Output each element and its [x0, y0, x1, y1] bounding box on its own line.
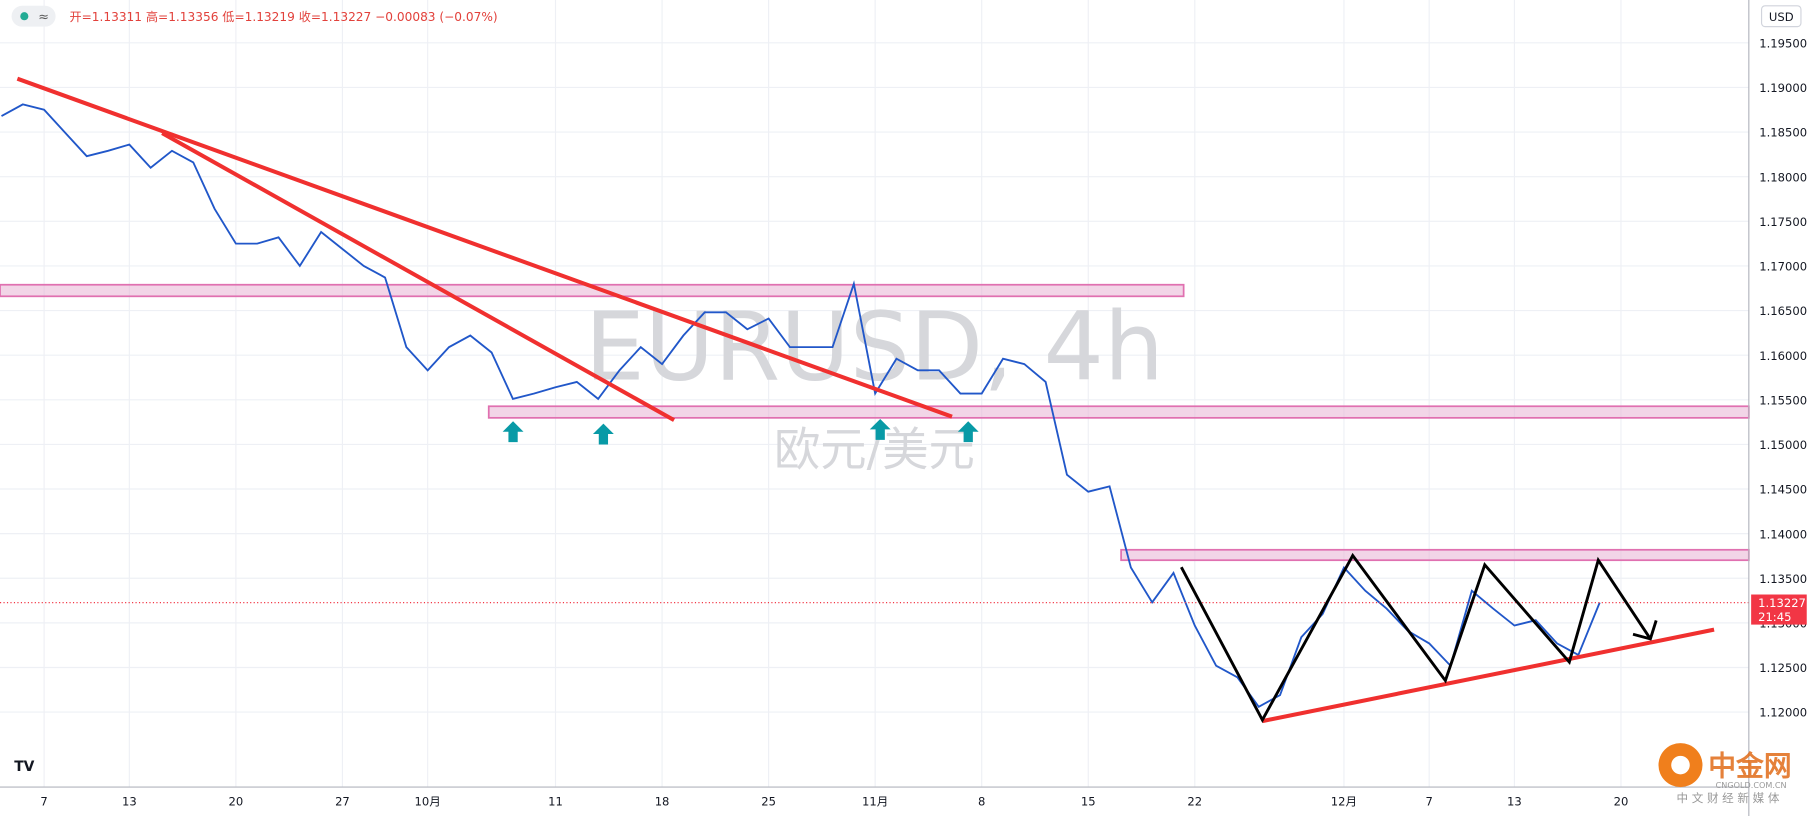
y-tick-label: 1.18500	[1759, 126, 1807, 140]
logo-brand: 中金网	[1708, 749, 1791, 782]
x-tick-label: 12月	[1331, 795, 1357, 809]
close: 收=1.13227	[299, 10, 372, 24]
trendline	[16, 76, 953, 419]
x-tick-label: 11	[548, 795, 563, 809]
x-tick-label: 11月	[862, 795, 888, 809]
up-arrow	[957, 421, 979, 443]
x-tick-label: 7	[40, 795, 47, 809]
change: −0.00083 (−0.07%)	[375, 10, 497, 24]
currency-button[interactable]	[1760, 5, 1802, 28]
arrow-head	[1632, 619, 1658, 641]
high: 高=1.13356	[146, 9, 219, 24]
y-tick-label: 1.12000	[1759, 706, 1807, 720]
y-tick-label: 1.17000	[1759, 260, 1807, 274]
header: ≈ 开=1.13311 高=1.13356 低=1.13219 收=1.1322…	[11, 5, 498, 27]
zigzag	[1180, 552, 1652, 723]
support-zone	[487, 405, 1750, 419]
price-label-box	[1751, 594, 1807, 625]
y-tick-label: 1.13500	[1759, 572, 1807, 586]
up-arrow	[869, 418, 891, 440]
resistance-zone	[1120, 548, 1750, 562]
trendlines	[16, 76, 1715, 724]
x-tick-label: 13	[1507, 795, 1522, 809]
y-tick-label: 1.17500	[1759, 215, 1807, 229]
y-tick-label: 1.19000	[1759, 81, 1807, 95]
y-tick-label: 1.19500	[1759, 36, 1807, 50]
y-tick-label: 1.14000	[1759, 527, 1807, 541]
status-pill	[11, 5, 56, 27]
ohlc: 开=1.13311 高=1.13356 低=1.13219 收=1.13227 …	[69, 9, 497, 24]
y-tick-label: 1.14500	[1759, 483, 1807, 497]
status-icon: ≈	[38, 10, 49, 25]
logo-mark	[1671, 755, 1690, 775]
logo-slogan: 中 文 财 经 新 媒 体	[1676, 791, 1779, 805]
x-tick-label: 8	[978, 795, 985, 809]
logo-site: CNGOLD.COM.CN	[1716, 780, 1787, 790]
x-tick-label: 20	[1614, 795, 1629, 809]
x-tick-label: 13	[122, 795, 137, 809]
arrows	[502, 418, 979, 445]
watermark-symbol: EURUSD, 4h	[585, 293, 1164, 403]
open: 开=1.13311	[69, 10, 142, 24]
countdown: 21:45	[1758, 610, 1791, 624]
currency[interactable]: USD	[1769, 10, 1794, 24]
y-tick-label: 1.12500	[1759, 661, 1807, 675]
watermark-name: 欧元/美元	[774, 422, 975, 476]
tv-logo-text: TV	[14, 759, 34, 775]
status-dot	[20, 12, 29, 21]
x-tick-label: 25	[761, 795, 776, 809]
price-label: 1.13227	[1758, 596, 1806, 610]
x-tick-label: 18	[655, 795, 670, 809]
up-arrow	[502, 421, 524, 443]
x-tick-label: 20	[229, 795, 244, 809]
trendline	[1261, 627, 1715, 724]
y-tick-label: 1.15000	[1759, 438, 1807, 452]
up-arrow	[592, 423, 614, 445]
x-tick-label: 22	[1187, 795, 1202, 809]
x-tick-label: 15	[1081, 795, 1096, 809]
tv-logo	[9, 752, 40, 778]
trendline	[161, 131, 676, 422]
x-tick-label: 10月	[415, 795, 441, 809]
x-tick-label: 7	[1426, 795, 1433, 809]
x-tick-label: 27	[335, 795, 350, 809]
y-tick-label: 1.18000	[1759, 170, 1807, 184]
y-tick-label: 1.16000	[1759, 349, 1807, 363]
low: 低=1.13219	[222, 10, 295, 24]
y-tick-label: 1.16500	[1759, 304, 1807, 318]
y-tick-label: 1.15500	[1759, 393, 1807, 407]
